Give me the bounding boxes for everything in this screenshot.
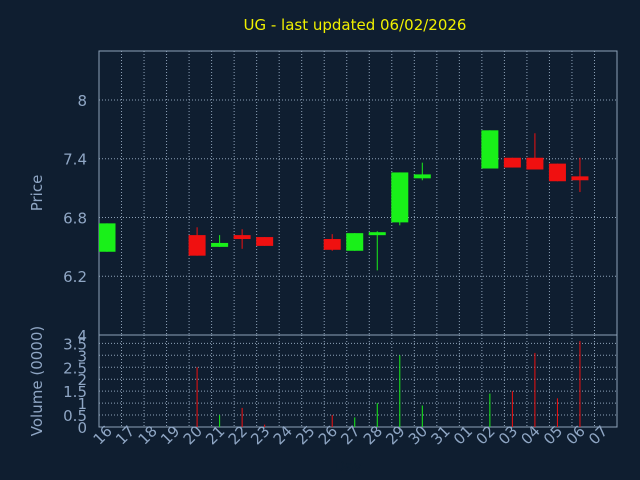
candle-body	[188, 235, 206, 256]
price-y-axis-label: Price	[28, 175, 46, 212]
price-y-tick-label: 6.2	[63, 268, 87, 286]
candle-body	[256, 237, 274, 246]
volume-y-tick-label: 1.5	[63, 383, 87, 401]
price-y-ticks: 8 7.4 6.8 6.2	[63, 92, 87, 286]
volume-y-axis-label: Volume (0000)	[28, 326, 46, 436]
volume-y-ticks: 3.532.521.510.50 4	[63, 327, 87, 437]
candle-body	[346, 233, 364, 251]
volume-grid	[99, 335, 617, 427]
price-panel: 8 7.4 6.8 6.2 Price	[28, 50, 618, 336]
volume-panel: 3.532.521.510.50 4 Volume (0000)	[28, 326, 618, 437]
volume-y-tick-label: 3	[77, 347, 87, 365]
candle-body	[211, 242, 229, 247]
price-y-tick-label: 6.8	[63, 209, 87, 227]
candle-body	[233, 235, 251, 240]
price-y-tick-label: 7.4	[63, 151, 87, 169]
candle-body	[503, 157, 521, 168]
volume-bars	[196, 340, 581, 427]
chart-title: UG - last updated 06/02/2026	[244, 16, 467, 34]
x-axis-label: Day	[334, 459, 362, 475]
candle-body	[391, 172, 409, 223]
x-axis-ticks: 1617181920212223242526272829303101020304…	[90, 422, 612, 448]
candle-body	[526, 157, 544, 170]
candle-body	[413, 174, 431, 179]
candle-body	[571, 176, 589, 181]
candle-body	[368, 232, 386, 236]
volume-y-tick-label: 1	[77, 395, 87, 413]
price-y-tick-label: 8	[77, 92, 87, 110]
volume-y-tick-label: 4	[77, 327, 87, 345]
volume-y-tick-label: 0.5	[63, 407, 87, 425]
volume-y-tick-label: 0	[77, 419, 87, 437]
volume-y-tick-label: 2.5	[63, 359, 87, 377]
candle-body	[481, 130, 499, 169]
candle-body	[323, 239, 341, 250]
volume-y-tick-label: 3.5	[63, 335, 87, 353]
candle-body	[548, 163, 566, 182]
volume-y-tick-label: 2	[77, 371, 87, 389]
candle-body	[99, 223, 116, 252]
candles	[99, 130, 589, 271]
volume-plot-area	[98, 334, 618, 428]
